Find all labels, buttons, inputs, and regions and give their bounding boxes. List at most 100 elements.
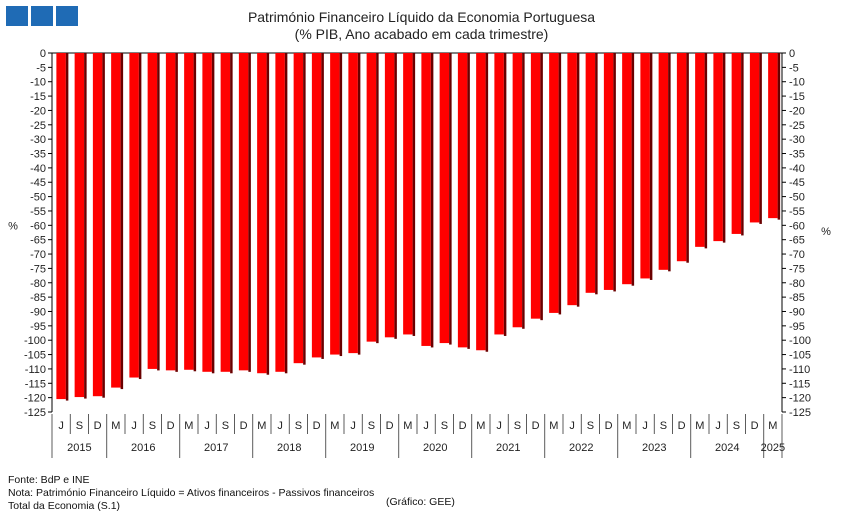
bar-shadow xyxy=(777,53,781,220)
x-year-label: 2024 xyxy=(715,442,739,454)
bar xyxy=(56,53,66,400)
x-tick-label: D xyxy=(678,420,686,432)
x-tick-label: J xyxy=(715,420,721,432)
bar-shadow xyxy=(284,53,288,374)
x-tick-label: D xyxy=(459,420,467,432)
bar xyxy=(220,53,231,372)
x-tick-label: J xyxy=(277,420,283,432)
bar-shadow xyxy=(357,53,361,355)
bar xyxy=(585,53,596,293)
bar xyxy=(494,53,504,335)
bar xyxy=(238,53,249,371)
bar-shadow xyxy=(540,53,543,321)
x-tick-label: M xyxy=(695,420,704,432)
x-tick-label: J xyxy=(58,420,64,432)
y-tick-label-right: -30 xyxy=(789,134,805,146)
y-tick-label-right: -110 xyxy=(789,364,810,376)
bar-shadow xyxy=(595,53,598,295)
chart-title: Património Financeiro Líquido da Economi… xyxy=(247,9,596,25)
y-tick-label-left: -55 xyxy=(30,206,46,218)
x-tick-label: S xyxy=(76,420,83,432)
bar-shadow xyxy=(485,53,489,352)
y-tick-label-left: -125 xyxy=(24,407,46,419)
bar xyxy=(129,53,139,378)
bar xyxy=(165,53,176,371)
bar xyxy=(202,53,212,372)
y-tick-label-left: -20 xyxy=(30,105,46,117)
x-tick-label: M xyxy=(622,420,631,432)
y-tick-label-right: -85 xyxy=(789,292,805,304)
bar xyxy=(731,53,742,234)
y-tick-label-left: -60 xyxy=(30,220,46,232)
bar-shadow xyxy=(211,53,215,374)
bar-shadow xyxy=(84,53,87,399)
bar xyxy=(512,53,523,328)
y-tick-label-left: -110 xyxy=(25,364,46,376)
bar-shadow xyxy=(376,53,379,344)
x-tick-label: M xyxy=(111,420,120,432)
x-tick-label: M xyxy=(257,420,266,432)
y-axis-label-right: % xyxy=(821,226,831,238)
bar-shadow xyxy=(248,53,251,372)
bar-shadow xyxy=(394,53,397,339)
x-tick-label: J xyxy=(204,420,210,432)
bar xyxy=(147,53,158,369)
x-tick-label: M xyxy=(476,420,485,432)
bar xyxy=(384,53,395,338)
bar-shadow xyxy=(522,53,525,329)
y-tick-label-left: -45 xyxy=(30,177,46,189)
bar xyxy=(457,53,468,348)
bar-shadow xyxy=(157,53,160,371)
footer-note: Nota: Património Financeiro Líquido = At… xyxy=(8,487,375,499)
x-tick-label: J xyxy=(496,420,502,432)
x-tick-label: D xyxy=(94,420,102,432)
bar-shadow xyxy=(339,53,343,357)
bar xyxy=(439,53,450,344)
x-tick-label: D xyxy=(167,420,175,432)
x-tick-label: M xyxy=(768,420,777,432)
x-tick-label: S xyxy=(295,420,302,432)
x-tick-label: S xyxy=(514,420,521,432)
y-axis-label-left: % xyxy=(8,220,18,232)
y-tick-label-right: -25 xyxy=(789,120,805,132)
y-tick-label-right: -90 xyxy=(789,306,805,318)
footer-source: Fonte: BdP e INE xyxy=(8,474,90,486)
bar xyxy=(111,53,121,388)
y-tick-label-left: -90 xyxy=(30,306,46,318)
x-tick-label: D xyxy=(605,420,613,432)
footer-credit: (Gráfico: GEE) xyxy=(386,496,455,508)
x-tick-label: M xyxy=(403,420,412,432)
bar xyxy=(695,53,705,247)
bar xyxy=(622,53,632,285)
x-year-label: 2020 xyxy=(423,442,447,454)
y-tick-label-right: -60 xyxy=(789,220,805,232)
y-tick-label-left: -80 xyxy=(30,278,46,290)
bar-shadow xyxy=(613,53,616,292)
bar xyxy=(640,53,650,279)
y-tick-label-right: -95 xyxy=(789,321,805,333)
bar xyxy=(92,53,103,397)
y-tick-label-right: -35 xyxy=(789,149,805,161)
bar-shadow xyxy=(503,53,507,336)
y-tick-label-left: -75 xyxy=(30,263,46,275)
chart-subtitle: (% PIB, Ano acabado em cada trimestre) xyxy=(294,26,549,42)
bar xyxy=(749,53,760,223)
bar-shadow xyxy=(65,53,69,401)
x-tick-label: D xyxy=(751,420,759,432)
bar-shadow xyxy=(759,53,762,224)
x-tick-label: S xyxy=(733,420,740,432)
bar xyxy=(275,53,285,372)
bar-shadow xyxy=(175,53,178,372)
gee-logo xyxy=(6,6,78,26)
y-tick-label-right: -45 xyxy=(789,177,805,189)
x-year-label: 2019 xyxy=(350,442,374,454)
bar xyxy=(403,53,413,335)
y-tick-label-right: -105 xyxy=(789,350,811,362)
y-tick-label-left: -120 xyxy=(24,393,46,405)
bar xyxy=(768,53,778,219)
y-tick-label-right: -55 xyxy=(789,206,805,218)
bar xyxy=(348,53,358,354)
y-tick-label-right: -70 xyxy=(789,249,805,261)
x-tick-label: J xyxy=(642,420,648,432)
y-tick-label-left: -70 xyxy=(30,249,46,261)
